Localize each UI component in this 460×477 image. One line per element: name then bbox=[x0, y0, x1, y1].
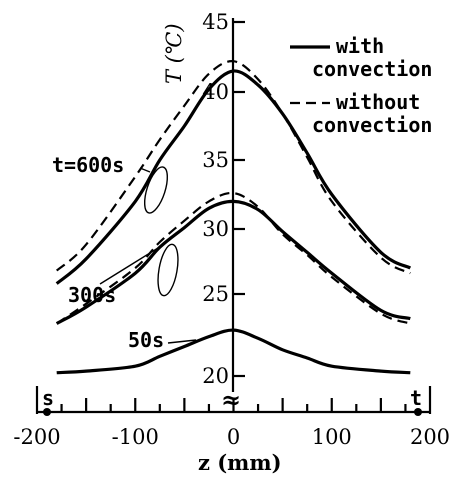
x-tick-label: -100 bbox=[112, 425, 159, 449]
y-tick-label: 20 bbox=[202, 364, 229, 388]
label-600s: t=600s bbox=[52, 153, 124, 177]
x-axis-label: z (mm) bbox=[198, 450, 282, 475]
x-tick-label: 200 bbox=[410, 425, 450, 449]
series-300s-without-convection bbox=[56, 191, 411, 325]
series-300s-with-convection bbox=[55, 199, 411, 325]
legend-with-label-line2: convection bbox=[312, 57, 432, 81]
legend-with-label-line1: with bbox=[336, 34, 384, 58]
endpoint-t-label: t bbox=[410, 386, 422, 410]
leader-300s bbox=[99, 247, 159, 285]
x-ticks: -200 -100 0 100 200 bbox=[13, 398, 450, 449]
bracket-300s bbox=[157, 243, 179, 297]
leader-50s bbox=[167, 339, 197, 344]
curves bbox=[55, 60, 412, 375]
endpoint-t-marker bbox=[414, 408, 422, 416]
leader-600s bbox=[139, 167, 151, 173]
y-axis-label: T (℃) bbox=[162, 23, 186, 84]
y-tick-label: 30 bbox=[202, 217, 229, 241]
legend-without-label-line2: convection bbox=[312, 113, 432, 137]
x-tick-label: 100 bbox=[312, 425, 352, 449]
bracket-600s bbox=[143, 166, 169, 214]
y-tick-label: 35 bbox=[202, 148, 229, 172]
series-600s-with-convection bbox=[55, 69, 412, 285]
series-600s-without-convection bbox=[55, 60, 411, 275]
label-50s: 50s bbox=[128, 328, 164, 352]
axis-break-symbol: ≈ bbox=[221, 385, 241, 414]
endpoint-s-marker bbox=[43, 408, 51, 416]
series-50s-with-convection bbox=[56, 328, 411, 375]
y-tick-label: 25 bbox=[202, 282, 229, 306]
y-tick-label: 45 bbox=[202, 10, 229, 34]
x-tick-label: 0 bbox=[227, 425, 240, 449]
legend-without-label-line1: without bbox=[336, 90, 420, 114]
endpoint-s-label: s bbox=[42, 386, 54, 410]
label-300s: 300s bbox=[68, 283, 116, 307]
x-tick-label: -200 bbox=[13, 425, 60, 449]
